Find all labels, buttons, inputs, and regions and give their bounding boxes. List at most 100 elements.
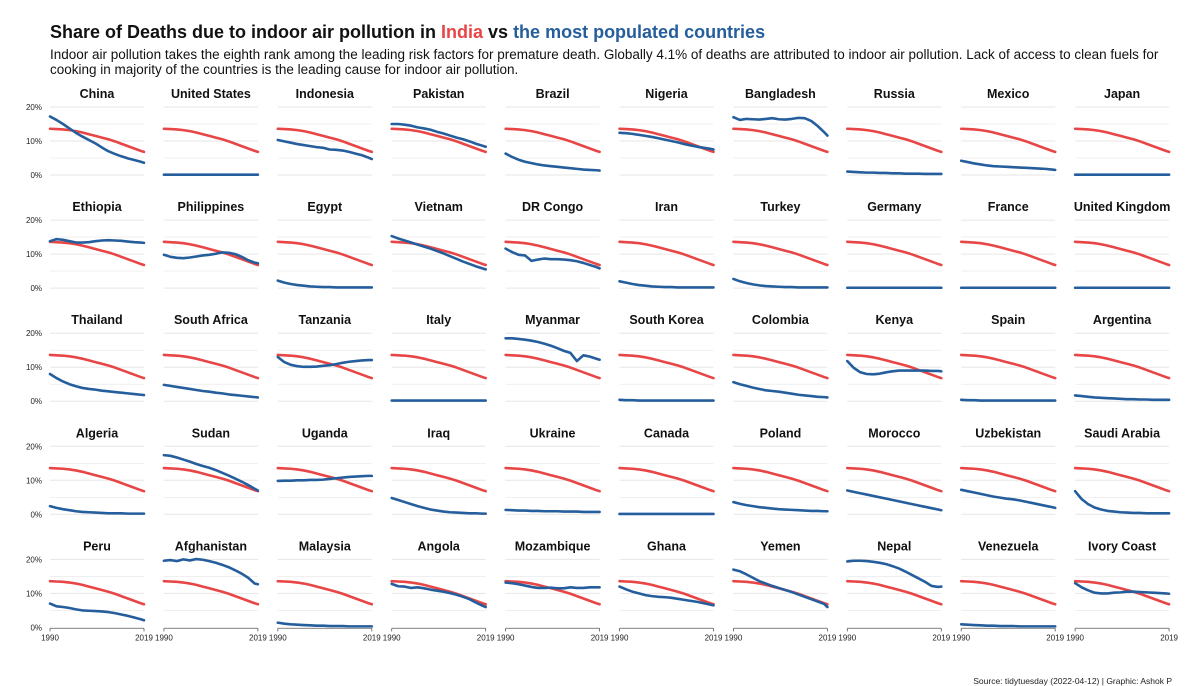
country-line xyxy=(504,337,601,363)
country-line xyxy=(276,279,374,289)
y-tick-label: 20% xyxy=(26,216,42,225)
india-line xyxy=(1073,240,1171,267)
x-tick-label: 2019 xyxy=(363,633,381,642)
facet-title: United States xyxy=(171,87,251,101)
facet-title: Malaysia xyxy=(299,539,352,553)
india-line xyxy=(1073,466,1171,493)
facet-title: Uzbekistan xyxy=(975,426,1041,440)
india-line xyxy=(846,353,943,380)
india-line xyxy=(48,127,146,154)
country-line xyxy=(162,557,260,586)
title-india: India xyxy=(441,22,484,42)
chart-title: Share of Deaths due to indoor air pollut… xyxy=(50,22,765,43)
india-line xyxy=(276,579,374,606)
x-tick-label: 1990 xyxy=(155,633,173,642)
country-line xyxy=(48,115,146,165)
facet-title: Algeria xyxy=(76,426,119,440)
facet-title: South Africa xyxy=(174,313,249,327)
india-line xyxy=(390,240,487,267)
facet-title: Argentina xyxy=(1093,313,1152,327)
india-line xyxy=(390,466,487,493)
facet-title: Russia xyxy=(874,87,916,101)
country-line xyxy=(1073,489,1171,515)
country-line xyxy=(618,585,715,607)
x-tick-label: 2019 xyxy=(819,633,837,642)
india-line xyxy=(162,353,260,380)
india-line xyxy=(732,127,829,154)
x-tick-label: 2019 xyxy=(1046,633,1064,642)
facet-title: Ivory Coast xyxy=(1088,539,1157,553)
india-line xyxy=(162,466,260,493)
title-part-3: vs xyxy=(483,22,514,42)
x-tick-label: 1990 xyxy=(952,633,970,642)
india-line xyxy=(504,466,601,493)
india-line xyxy=(276,353,374,380)
facet-title: Angola xyxy=(418,539,461,553)
india-line xyxy=(276,240,374,267)
facet-title: Yemen xyxy=(760,539,800,553)
india-line xyxy=(276,127,374,154)
x-tick-label: 1990 xyxy=(497,633,515,642)
facet-title: Saudi Arabia xyxy=(1084,426,1161,440)
x-tick-label: 2019 xyxy=(477,633,495,642)
country-line xyxy=(846,359,943,376)
country-line xyxy=(846,170,943,176)
x-tick-label: 2019 xyxy=(591,633,609,642)
india-line xyxy=(618,240,715,267)
facet-title: Tanzania xyxy=(299,313,353,327)
country-line xyxy=(959,398,1057,402)
country-line xyxy=(390,234,487,271)
facet-title: Venezuela xyxy=(978,539,1039,553)
y-tick-label: 0% xyxy=(30,510,42,519)
india-line xyxy=(732,353,829,380)
india-line xyxy=(390,353,487,380)
y-tick-label: 10% xyxy=(26,137,42,146)
y-tick-label: 0% xyxy=(30,171,42,180)
facet-title: Thailand xyxy=(71,313,122,327)
facet-title: Bangladesh xyxy=(745,87,816,101)
india-line xyxy=(846,579,943,606)
country-line xyxy=(1073,394,1171,402)
india-line xyxy=(732,466,829,493)
india-line xyxy=(504,353,601,380)
y-tick-label: 10% xyxy=(26,589,42,598)
x-tick-label: 1990 xyxy=(1066,633,1084,642)
title-others: the most populated countries xyxy=(513,22,766,42)
y-tick-label: 10% xyxy=(26,250,42,259)
country-line xyxy=(618,131,715,151)
y-tick-label: 0% xyxy=(30,623,42,632)
x-tick-label: 1990 xyxy=(383,633,401,642)
india-line xyxy=(846,127,943,154)
country-line xyxy=(390,122,487,149)
chart-subtitle: Indoor air pollution takes the eighth ra… xyxy=(50,47,1159,77)
country-line xyxy=(390,582,487,609)
facet-title: United Kingdom xyxy=(1074,200,1171,214)
facet-title: South Korea xyxy=(629,313,704,327)
country-line xyxy=(846,559,943,589)
y-tick-label: 20% xyxy=(26,329,42,338)
y-tick-label: 0% xyxy=(30,397,42,406)
country-line xyxy=(846,489,943,512)
y-tick-label: 20% xyxy=(26,103,42,112)
india-line xyxy=(846,240,943,267)
x-tick-label: 1990 xyxy=(611,633,629,642)
country-line xyxy=(959,159,1057,172)
india-line xyxy=(390,127,487,154)
country-line xyxy=(162,383,260,399)
country-line xyxy=(276,355,374,369)
x-tick-label: 2019 xyxy=(1160,633,1178,642)
facet-title: Nigeria xyxy=(645,87,688,101)
country-line xyxy=(504,247,601,270)
facet-title: Vietnam xyxy=(414,200,462,214)
india-line xyxy=(162,127,260,154)
india-line xyxy=(48,240,146,267)
india-line xyxy=(959,240,1057,267)
source-caption: Source: tidytuesday (2022-04-12) | Graph… xyxy=(973,676,1172,686)
x-tick-label: 2019 xyxy=(932,633,950,642)
facet-title: Germany xyxy=(867,200,921,214)
india-line xyxy=(618,466,715,493)
facet-title: China xyxy=(80,87,116,101)
x-tick-label: 1990 xyxy=(838,633,856,642)
india-line xyxy=(504,127,601,154)
facet-title: Nepal xyxy=(877,539,911,553)
